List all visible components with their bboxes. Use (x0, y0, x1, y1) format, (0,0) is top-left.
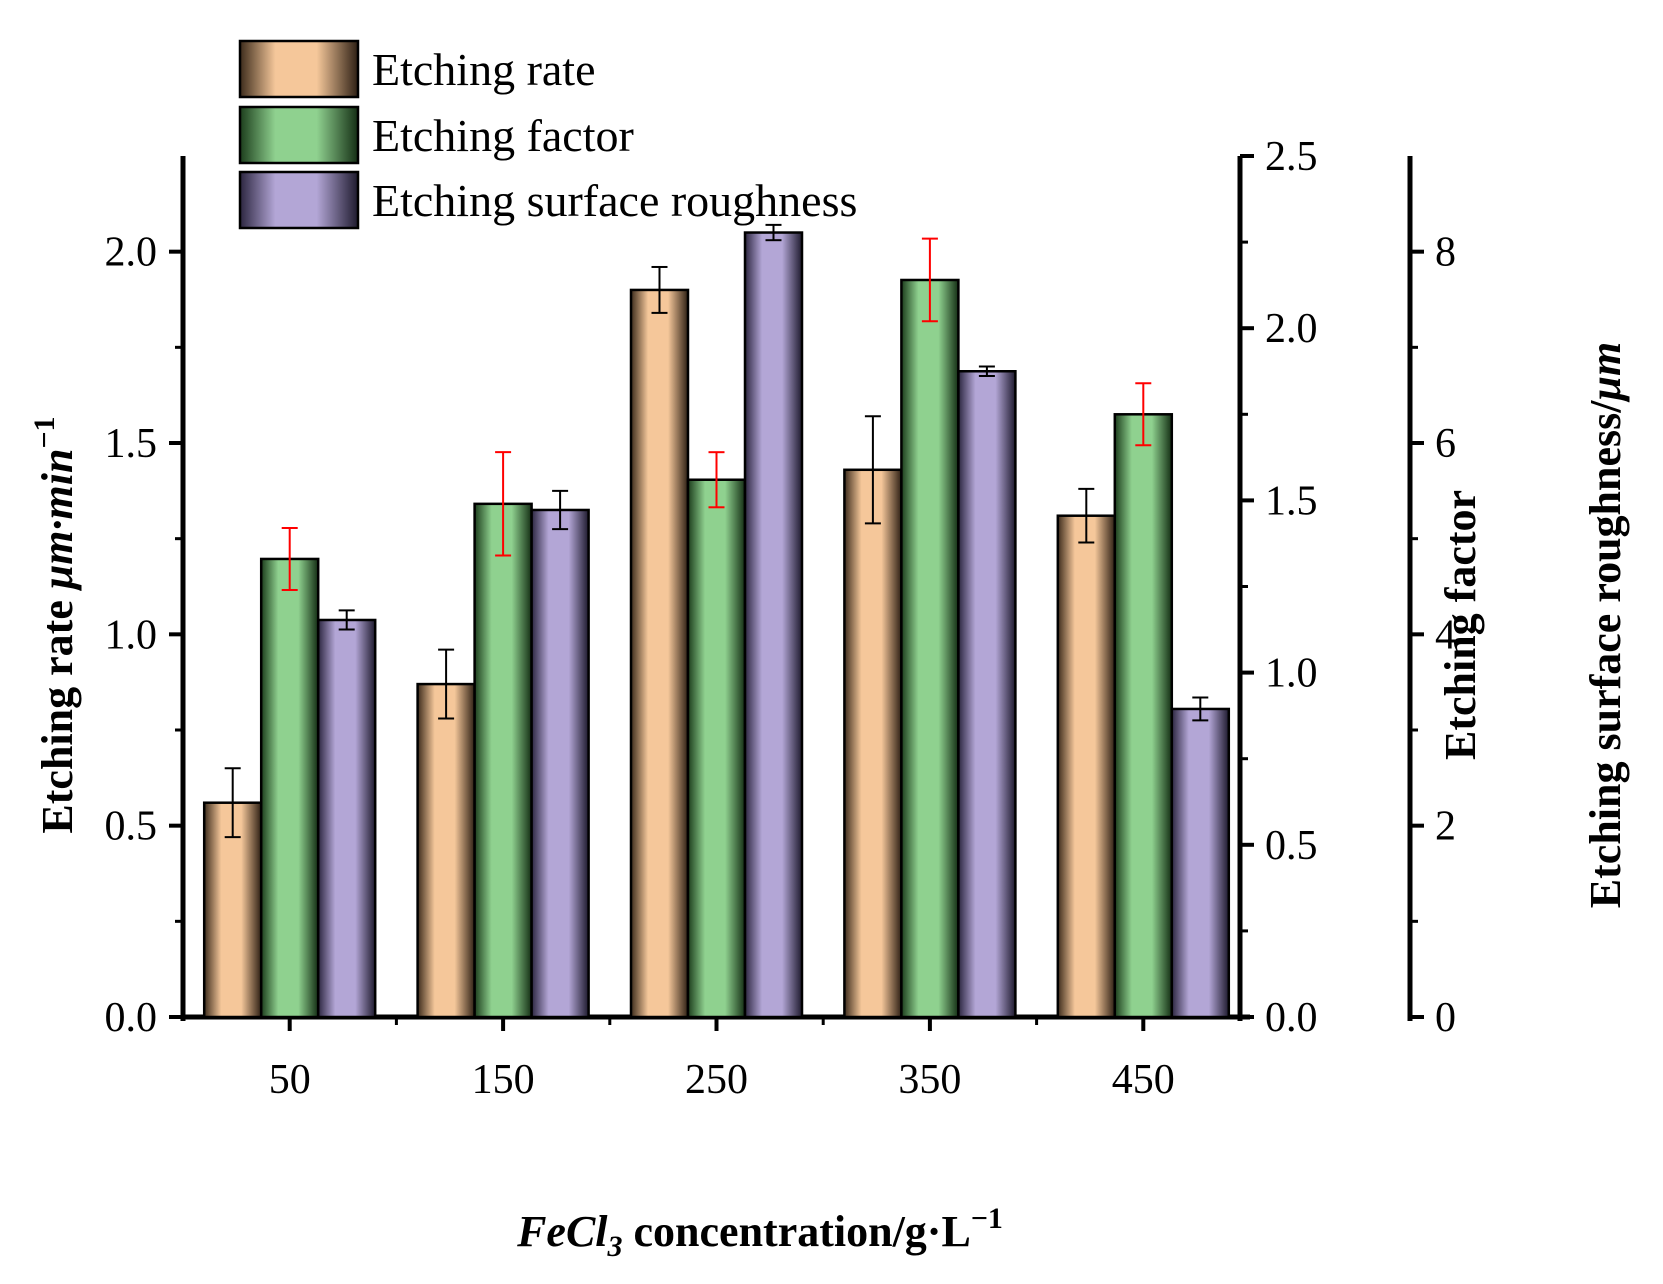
bar (629, 288, 690, 1019)
bar (957, 370, 1017, 1019)
right2-axis-title: Etching surface roughness/μm (1581, 342, 1630, 908)
bar (1170, 707, 1231, 1019)
legend-label: Etching surface roughness (372, 175, 857, 226)
legend-swatch (238, 170, 360, 230)
left-axis-tick-label: 0.5 (105, 804, 158, 850)
x-axis-tick-label: 150 (472, 1057, 535, 1103)
right2-axis-tick-label: 4 (1435, 612, 1456, 658)
right2-axis-tick-label: 8 (1435, 230, 1456, 276)
bar (473, 502, 533, 1019)
series-2 (316, 223, 1231, 1019)
bar (1113, 413, 1174, 1019)
legend-swatch (238, 105, 360, 165)
x-axis-title-italic: FeCl (516, 1207, 608, 1256)
right-axis-tick-label: 0.5 (1265, 823, 1318, 869)
right2-axis-tick-label: 2 (1435, 804, 1456, 850)
left-axis-tick-label: 1.5 (105, 421, 158, 467)
legend: Etching rate Etching factor Etching surfac… (238, 39, 857, 230)
x-axis-tick-label: 250 (685, 1057, 748, 1103)
axes-layer: 0.0 0.5 1.0 1.5 2.0 0.0 0.5 1.0 1.5 2.0 2.5 0 2 4 6 8 50… (105, 134, 1457, 1103)
x-axis-title-sub: 3 (607, 1230, 623, 1263)
bar (743, 231, 804, 1019)
left-axis-title: Etching rate μm·min−1 (28, 416, 82, 833)
right-axis-tick-label: 1.0 (1265, 651, 1318, 697)
right2-axis-title-italic: μm (1581, 342, 1630, 403)
right2-axis-tick-label: 6 (1435, 421, 1456, 467)
legend-swatch (238, 39, 360, 99)
left-axis-title-italic: μm·min (33, 449, 82, 592)
bar (1056, 514, 1117, 1019)
right-axis-tick-label: 1.5 (1265, 478, 1318, 524)
right-axis-tick-label: 0.0 (1265, 995, 1318, 1041)
x-axis-title: FeCl3 concentration/g·L−1 (516, 1202, 1003, 1263)
x-axis-tick-label: 50 (269, 1057, 311, 1103)
left-axis-tick-label: 0.0 (105, 995, 158, 1041)
bar (259, 557, 320, 1019)
bar (900, 278, 960, 1019)
right2-axis-tick-label: 0 (1435, 995, 1456, 1041)
bar (843, 468, 903, 1019)
right2-axis-title-main: Etching surface roughness/ (1581, 400, 1630, 908)
bar (416, 682, 476, 1019)
left-axis-tick-label: 2.0 (105, 230, 158, 276)
x-axis-title-rest: concentration/g·L (623, 1207, 971, 1256)
legend-label: Etching rate (372, 44, 596, 95)
bar (686, 478, 747, 1019)
bars-layer (202, 223, 1231, 1019)
left-axis-title-main: Etching rate (33, 589, 82, 833)
left-axis-title-sup: −1 (28, 416, 61, 448)
right-axis-tick-label: 2.5 (1265, 134, 1318, 180)
x-axis-tick-label: 450 (1112, 1057, 1175, 1103)
legend-label: Etching factor (372, 110, 634, 161)
series-0 (202, 265, 1117, 1019)
x-axis-tick-label: 350 (898, 1057, 961, 1103)
bar (316, 618, 377, 1019)
series-1 (259, 237, 1174, 1019)
right-axis-tick-label: 2.0 (1265, 306, 1318, 352)
x-axis-title-sup: −1 (971, 1202, 1003, 1235)
right-axis-title: Etching factor (1436, 490, 1485, 760)
left-axis-tick-label: 1.0 (105, 612, 158, 658)
bar (530, 508, 590, 1019)
